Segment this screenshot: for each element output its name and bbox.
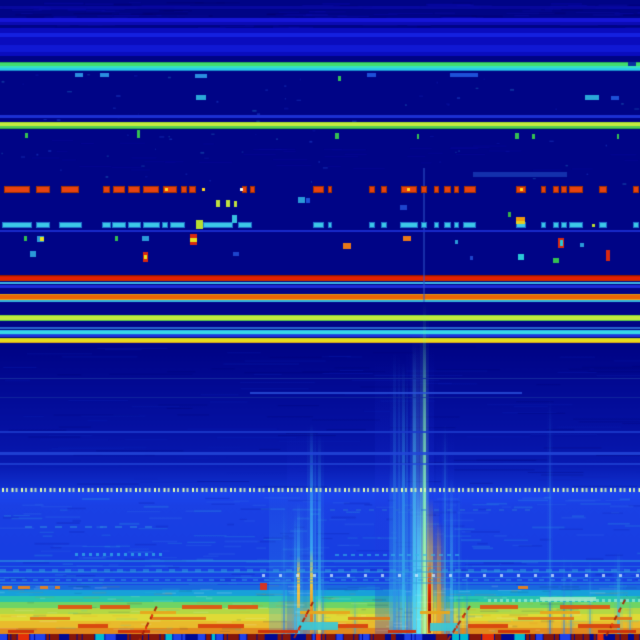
spectrogram-canvas: [0, 0, 640, 640]
spectrogram-view: [0, 0, 640, 640]
